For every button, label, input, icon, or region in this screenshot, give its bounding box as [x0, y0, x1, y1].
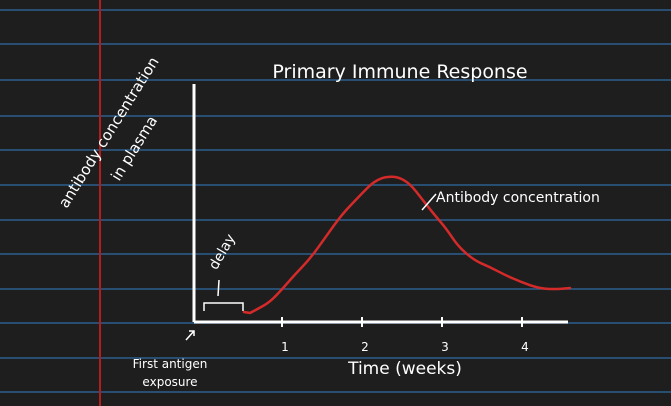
x-axis-label: Time (weeks) — [347, 359, 462, 379]
x-tick-label-2: 2 — [361, 340, 369, 354]
x-tick-label-4: 4 — [521, 340, 529, 354]
curve-label: Antibody concentration — [436, 190, 600, 206]
delay-pointer — [217, 279, 220, 297]
x-tick-label-3: 3 — [441, 340, 449, 354]
delay-label: delay — [206, 231, 239, 272]
exposure-arrow — [185, 330, 195, 341]
first-exposure-label-line1: First antigen — [133, 357, 208, 371]
antibody-concentration-line — [242, 175, 572, 315]
first-exposure-label-line2: exposure — [142, 375, 197, 389]
x-ticks: 1 2 3 4 — [281, 317, 529, 354]
delay-bracket — [203, 302, 244, 311]
curve-label-leader — [421, 193, 437, 211]
x-tick-label-1: 1 — [281, 340, 289, 354]
chart-title: Primary Immune Response — [272, 61, 527, 83]
